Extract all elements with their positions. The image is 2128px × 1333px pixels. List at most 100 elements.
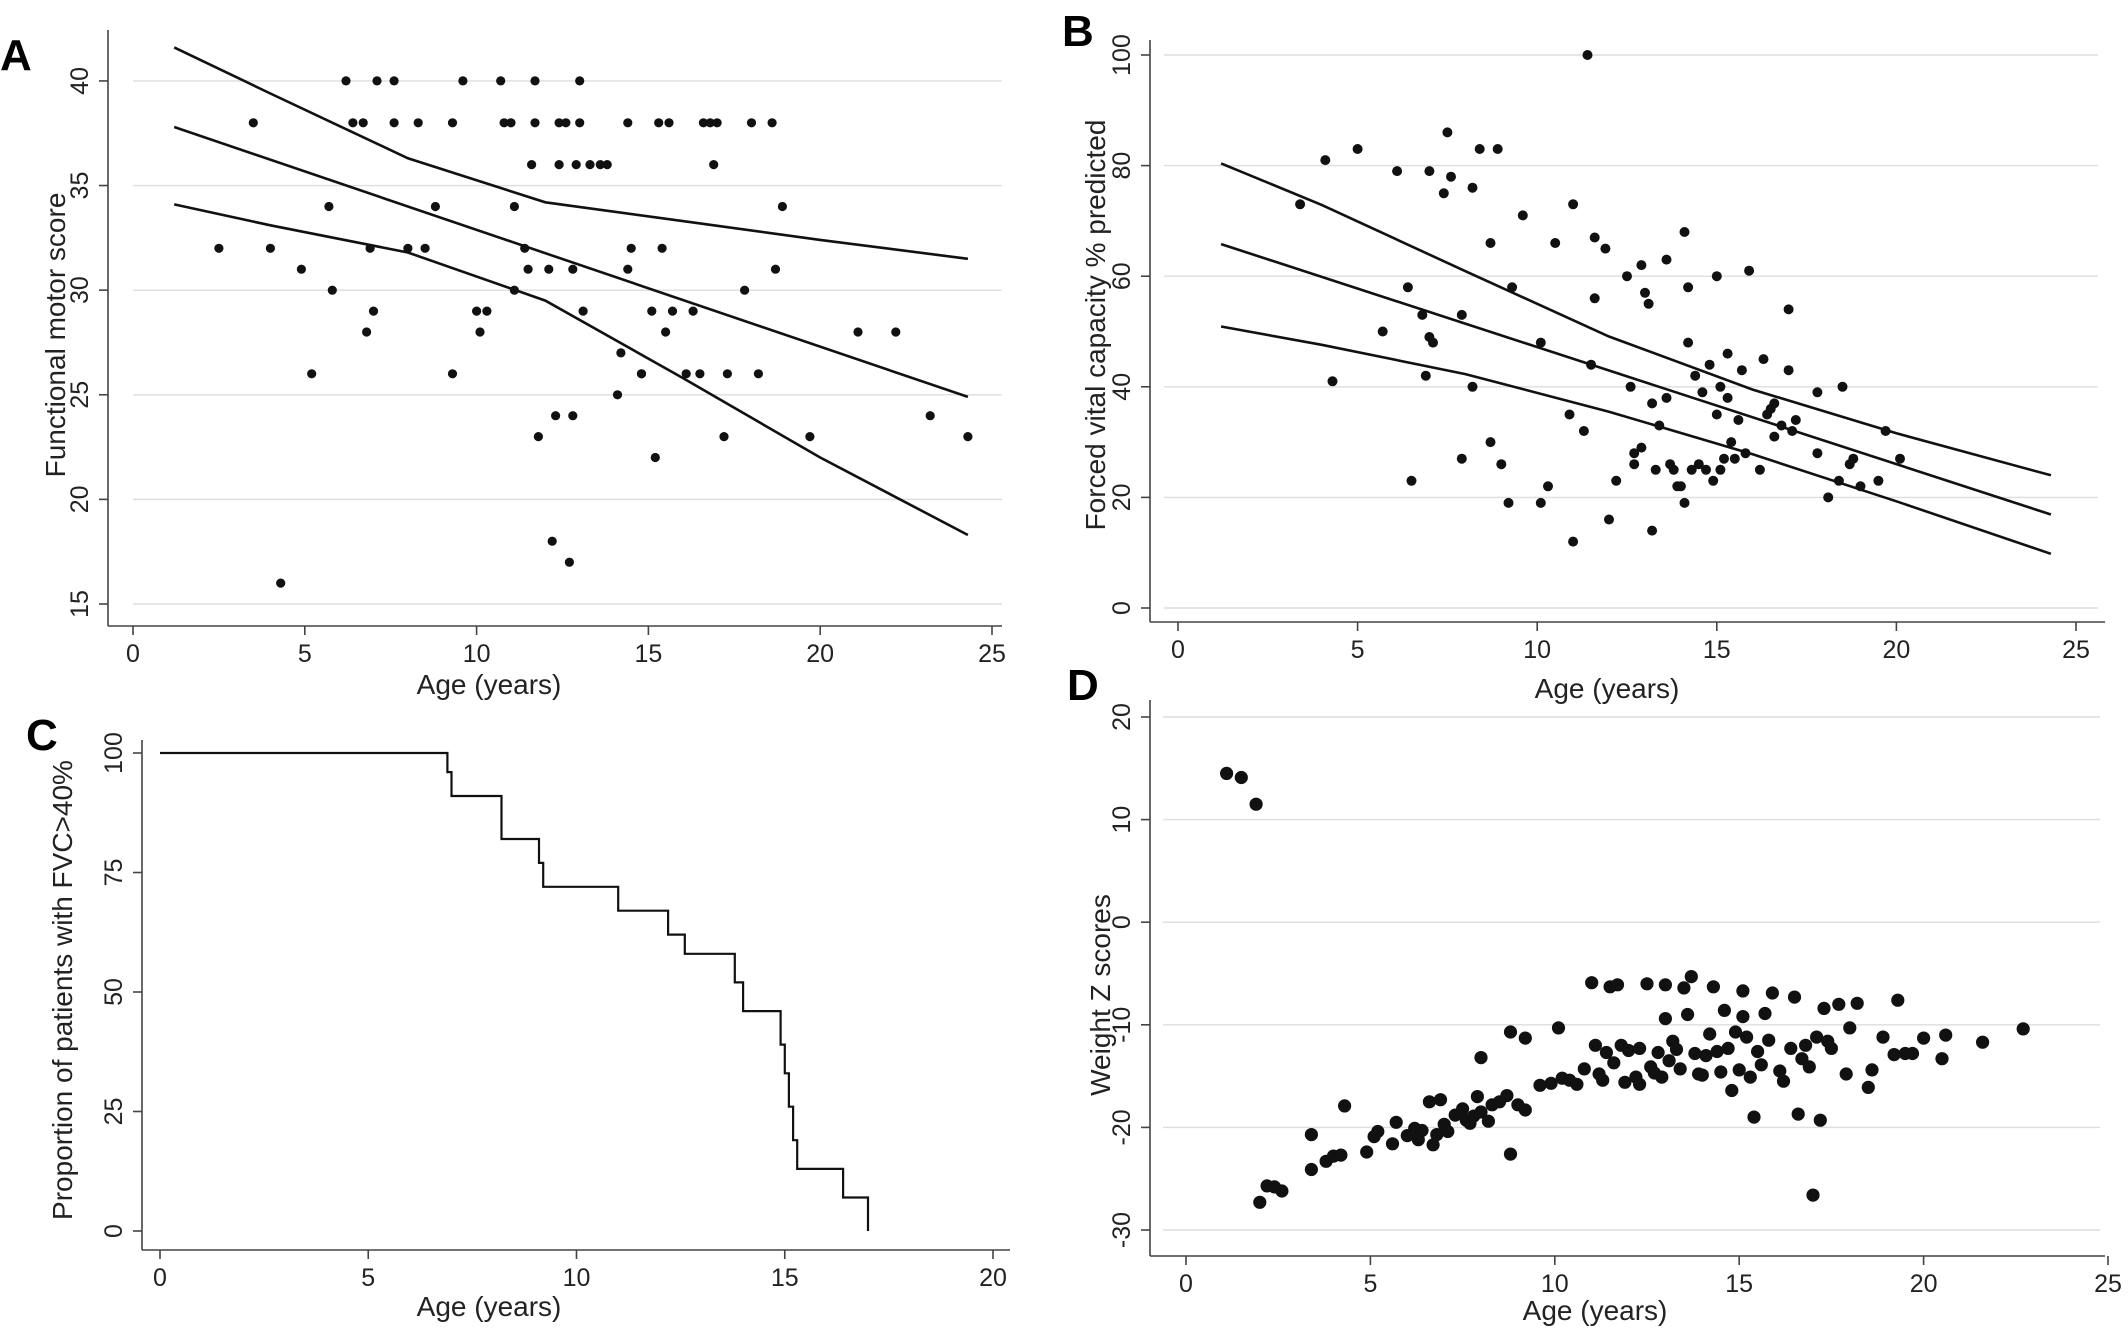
panel-a-regression-lines [173, 46, 969, 537]
panel-d-point-122 [1865, 1063, 1879, 1077]
panel-d-point-13 [1360, 1145, 1374, 1159]
panel-b-point-103 [1873, 475, 1884, 486]
panel-d-x-tick-label-5: 25 [2094, 1270, 2122, 1298]
panel-c-tick-labels: 0 5 10 15 20 0 25 50 75 100 [100, 732, 1007, 1292]
panel-b-point-9 [1420, 370, 1431, 381]
panel-d-point-107 [1791, 1107, 1805, 1121]
panel-a-point-31 [509, 285, 519, 295]
panel-b-point-99 [1837, 381, 1848, 392]
panel-d-point-33 [1470, 1090, 1484, 1104]
panel-a-point-56 [623, 118, 633, 128]
panel-b-point-52 [1650, 464, 1661, 475]
panel-d-point-23 [1426, 1138, 1440, 1152]
panel-d-point-112 [1810, 1030, 1824, 1044]
panel-a-point-42 [554, 118, 564, 128]
panel-b-point-27 [1517, 210, 1528, 221]
panel-b-lower-line [1220, 325, 2052, 556]
panel-a-point-35 [530, 76, 540, 86]
panel-b-point-35 [1578, 426, 1589, 436]
panel-d-point-0 [1220, 766, 1234, 781]
panel-d-point-73 [1662, 1054, 1676, 1068]
panel-a-point-66 [664, 118, 674, 128]
panel-d-point-84 [1703, 1027, 1717, 1041]
panel-a-point-75 [719, 432, 729, 442]
panel-a-y-axis-title: Functional motor score [40, 193, 71, 478]
panel-a-point-7 [327, 285, 337, 295]
panel-d-point-1 [1234, 770, 1248, 785]
panel-a-point-76 [722, 369, 733, 379]
panel-d-point-97 [1747, 1110, 1761, 1124]
panel-b-point-62 [1683, 282, 1694, 293]
panel-d-point-87 [1714, 1065, 1728, 1079]
panel-b-point-53 [1654, 420, 1665, 431]
panel-b-point-30 [1543, 481, 1553, 492]
panel-a-label: A [0, 31, 32, 80]
panel-d-point-113 [1813, 1113, 1827, 1127]
panel-d-point-35 [1474, 1105, 1488, 1119]
panel-a-point-63 [654, 118, 664, 128]
panel-d-y-tick-label-4: 10 [1108, 806, 1136, 834]
panel-a-point-34 [527, 160, 537, 170]
panel-d-point-129 [1935, 1052, 1949, 1066]
panel-d-y-axis-title: Weight Z scores [1085, 894, 1116, 1096]
panel-d-point-8 [1304, 1128, 1318, 1142]
panel-c-x-tick-label-0: 0 [153, 1264, 167, 1292]
panel-b-y-tick-label-2: 40 [1108, 373, 1136, 401]
panel-c-x-axis-title: Age (years) [417, 1291, 562, 1322]
panel-d-point-103 [1773, 1064, 1787, 1078]
panel-d-point-52 [1585, 976, 1599, 990]
panel-d-point-89 [1721, 1041, 1735, 1055]
panel-b-point-2 [1327, 376, 1338, 387]
panel-b-regression-lines [1220, 162, 2052, 556]
panel-b-point-92 [1783, 304, 1794, 315]
panel-d-point-114 [1817, 1001, 1831, 1016]
panel-a-point-68 [681, 369, 691, 379]
panel-d-point-2 [1249, 797, 1263, 811]
panel-a-point-8 [341, 76, 351, 86]
panel-d-point-72 [1658, 978, 1672, 992]
panel-a-point-14 [372, 76, 382, 86]
panel-b-point-36 [1586, 359, 1597, 370]
panel-b-point-15 [1446, 171, 1456, 182]
panel-a-point-58 [626, 243, 636, 253]
panel-a-point-77 [740, 285, 750, 295]
panel-b-point-63 [1683, 337, 1694, 348]
panel-d-point-47 [1551, 1021, 1566, 1035]
panel-b-point-5 [1392, 166, 1403, 177]
panel-d-point-3 [1253, 1195, 1267, 1209]
panel-a-point-17 [403, 243, 413, 253]
panel-a-point-38 [544, 264, 554, 274]
panel-a-point-11 [362, 327, 372, 337]
panel-b-point-43 [1625, 381, 1636, 392]
panel-a-point-43 [561, 118, 571, 128]
panel-c-x-tick-label-4: 20 [979, 1264, 1007, 1292]
panel-b-point-66 [1693, 459, 1704, 470]
panel-d-point-99 [1754, 1058, 1768, 1072]
panel-a-point-26 [482, 306, 492, 316]
panel-d-point-104 [1776, 1074, 1791, 1088]
panel-d-point-34 [1474, 1051, 1488, 1065]
panel-a-point-48 [575, 76, 585, 86]
panel-b-point-3 [1352, 144, 1363, 154]
panel-a-point-87 [963, 432, 973, 442]
panel-b-point-16 [1456, 309, 1467, 320]
panel-a-point-21 [447, 118, 458, 128]
panel-d-point-6 [1275, 1184, 1289, 1198]
panel-a-point-49 [575, 118, 585, 128]
panel-a-point-24 [472, 306, 482, 316]
panel-c-y-tick-label-0: 0 [100, 1224, 128, 1238]
panel-b-point-54 [1661, 254, 1672, 265]
panel-a-point-32 [520, 243, 530, 253]
panel-a-point-6 [324, 201, 334, 212]
panel-d-point-95 [1740, 1030, 1754, 1044]
panel-d-x-tick-label-2: 10 [1541, 1270, 1569, 1298]
panel-d-y-tick-label-0: -30 [1108, 1212, 1136, 1248]
panel-b-point-8 [1417, 309, 1428, 320]
panel-b-point-65 [1690, 370, 1701, 381]
panel-d-point-65 [1633, 1077, 1647, 1091]
panel-d-point-131 [1976, 1035, 1990, 1049]
panel-d-point-79 [1684, 970, 1698, 984]
panel-d-point-83 [1699, 1049, 1713, 1063]
panel-d-point-15 [1371, 1124, 1385, 1139]
panel-b-point-80 [1733, 415, 1744, 425]
